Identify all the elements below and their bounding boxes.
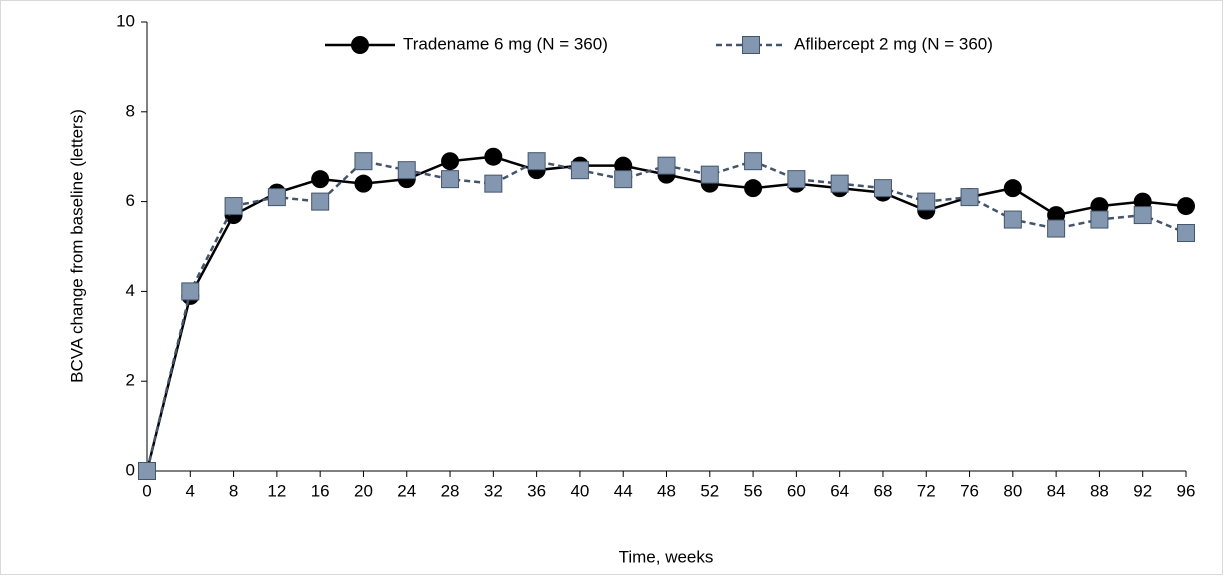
point [570, 161, 589, 180]
point [354, 152, 373, 171]
x-tick-label: 36 [527, 481, 546, 500]
x-tick-label: 72 [917, 481, 936, 500]
x-tick-label: 52 [700, 481, 719, 500]
x-tick-label: 64 [830, 481, 849, 500]
point [1003, 179, 1022, 198]
point [1090, 210, 1109, 229]
x-tick-label: 96 [1177, 481, 1196, 500]
point [917, 192, 936, 211]
x-tick-label: 40 [570, 481, 589, 500]
x-axis-label: Time, weeks [619, 547, 714, 566]
point [354, 174, 373, 193]
x-tick-label: 32 [484, 481, 503, 500]
x-tick-label: 48 [657, 481, 676, 500]
x-tick-label: 28 [441, 481, 460, 500]
point [744, 179, 763, 198]
point [311, 192, 330, 211]
legend-marker [351, 36, 369, 54]
x-tick-label: 16 [311, 481, 330, 500]
point [1177, 224, 1195, 243]
x-tick-label: 76 [960, 481, 979, 500]
point [441, 170, 460, 189]
x-tick-label: 44 [614, 481, 633, 500]
point [787, 170, 806, 189]
x-tick-label: 60 [787, 481, 806, 500]
x-tick-label: 88 [1090, 481, 1109, 500]
x-tick-label: 68 [873, 481, 892, 500]
point [181, 282, 200, 301]
x-tick-label: 84 [1047, 481, 1066, 500]
point [484, 147, 503, 166]
y-tick-label: 2 [126, 371, 135, 390]
point [1133, 206, 1152, 225]
x-tick-label: 0 [142, 481, 151, 500]
point [527, 152, 546, 171]
point [830, 174, 849, 193]
point [311, 170, 330, 189]
y-tick-label: 0 [126, 460, 135, 479]
point [700, 165, 719, 184]
y-tick-label: 8 [126, 101, 135, 120]
point [224, 197, 243, 216]
x-tick-label: 12 [267, 481, 286, 500]
point [1047, 219, 1066, 238]
y-tick-label: 6 [126, 191, 135, 210]
x-tick-label: 56 [744, 481, 763, 500]
point [267, 188, 286, 207]
legend-label: Tradename 6 mg (N = 360) [403, 34, 608, 53]
point [397, 161, 416, 180]
point [744, 152, 763, 171]
point [657, 156, 676, 175]
y-axis-label: BCVA change from baseline (letters) [67, 109, 86, 383]
x-tick-label: 4 [186, 481, 195, 500]
x-tick-label: 8 [229, 481, 238, 500]
legend-label: Aflibercept 2 mg (N = 360) [794, 34, 993, 53]
y-tick-label: 4 [126, 281, 135, 300]
legend-marker [742, 36, 760, 54]
point [873, 179, 892, 198]
x-tick-label: 80 [1003, 481, 1022, 500]
point [1177, 197, 1195, 216]
point [1003, 210, 1022, 229]
x-tick-label: 20 [354, 481, 373, 500]
x-tick-label: 92 [1133, 481, 1152, 500]
point [441, 152, 460, 171]
point [614, 170, 633, 189]
y-tick-label: 10 [116, 11, 135, 30]
x-tick-label: 24 [397, 481, 416, 500]
point [960, 188, 979, 207]
point [138, 462, 156, 480]
point [484, 174, 503, 193]
